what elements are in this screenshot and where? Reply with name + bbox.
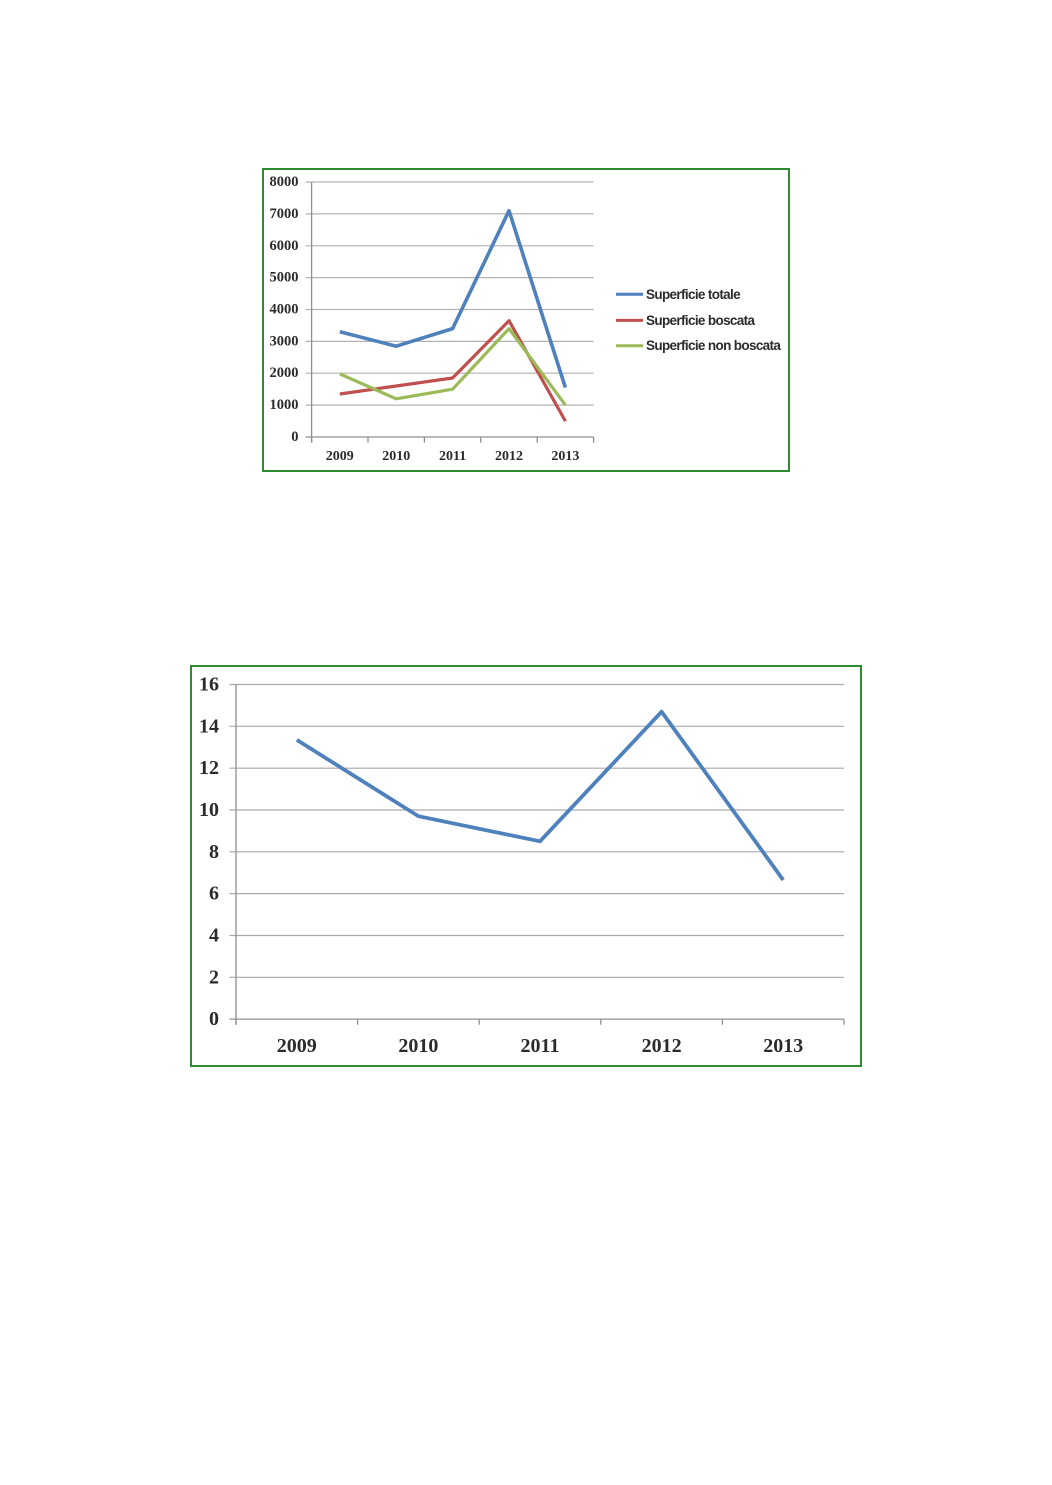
svg-text:0: 0 [291,429,298,445]
svg-text:8000: 8000 [270,174,299,190]
svg-text:2011: 2011 [439,449,466,464]
svg-text:12: 12 [199,757,219,779]
svg-text:5000: 5000 [270,270,299,286]
svg-text:7000: 7000 [270,206,299,222]
svg-text:2009: 2009 [326,449,354,464]
svg-text:6: 6 [209,883,219,905]
svg-text:2013: 2013 [763,1035,803,1057]
svg-text:2011: 2011 [521,1035,560,1057]
svg-text:2010: 2010 [398,1035,438,1057]
svg-text:6000: 6000 [270,238,299,254]
svg-text:1000: 1000 [270,397,299,413]
svg-text:2009: 2009 [277,1035,317,1057]
svg-text:16: 16 [199,674,219,696]
svg-text:14: 14 [199,715,219,737]
svg-text:2000: 2000 [270,365,299,381]
svg-text:Superficie boscata: Superficie boscata [646,313,755,328]
svg-text:8: 8 [209,841,219,863]
svg-text:3000: 3000 [270,333,299,349]
svg-text:Superficie non boscata: Superficie non boscata [646,338,781,353]
svg-text:0: 0 [209,1008,219,1030]
svg-text:2012: 2012 [642,1035,682,1057]
svg-text:Superficie totale: Superficie totale [646,287,741,302]
svg-text:4: 4 [209,925,219,947]
svg-text:2010: 2010 [382,449,410,464]
svg-text:2013: 2013 [551,449,579,464]
svg-text:4000: 4000 [270,302,299,318]
svg-text:10: 10 [199,799,219,821]
svg-text:2012: 2012 [495,449,523,464]
svg-text:2: 2 [209,966,219,988]
